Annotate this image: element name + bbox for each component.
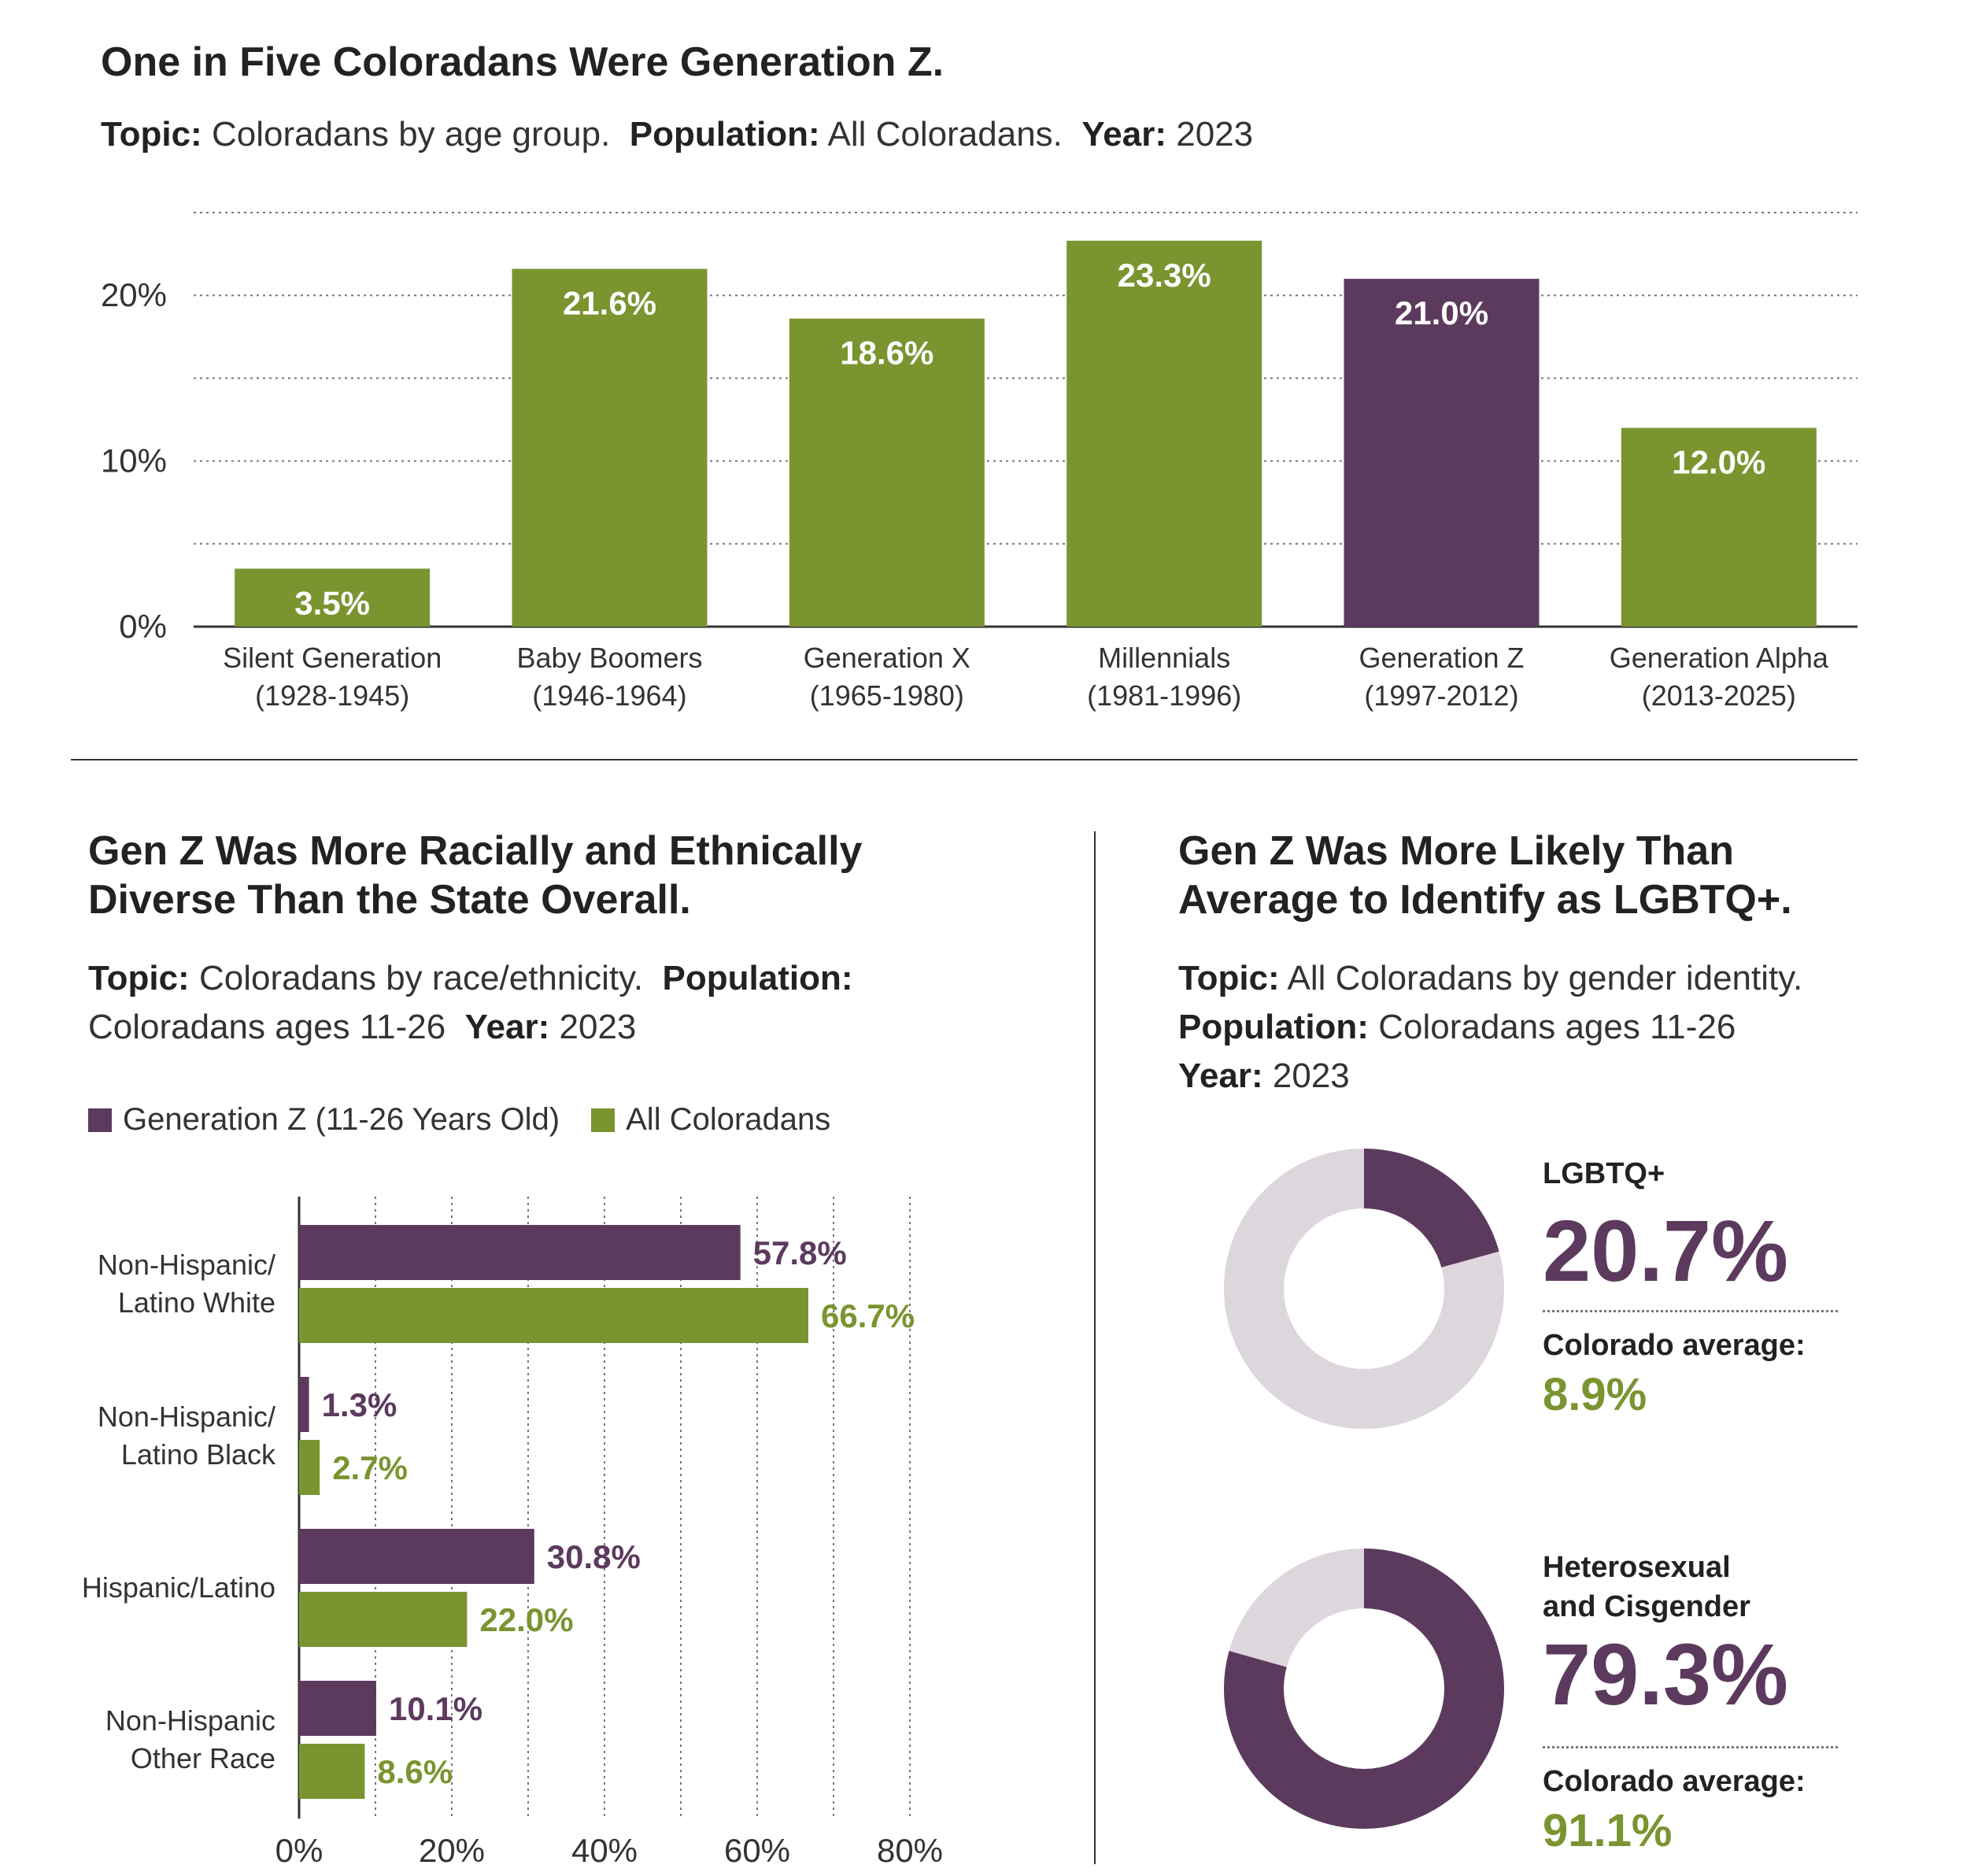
bar-value-label: 21.0% [1395,294,1488,331]
bar [235,568,431,627]
bar-value-label: 66.7% [821,1297,915,1334]
generation-bar-chart: 0% 10% 20% 3.5% Silent Generation (1928-1945)… [101,212,1858,712]
lgbtq-stat-label: LGBTQ+ [1543,1157,1665,1190]
x-tick-label: 0% [275,1832,323,1869]
hetero-stat-label-line2: and Cisgender [1543,1590,1750,1623]
category-label: Latino Black [121,1438,276,1471]
x-tick-sublabel: (1928-1945) [255,679,409,712]
hetero-stat-label-line1: Heterosexual [1543,1551,1731,1584]
bar-value-label: 30.8% [547,1538,641,1575]
bar-value-label: 8.6% [377,1753,453,1790]
top-chart-title: One in Five Coloradans Were Generation Z… [101,39,944,85]
bar [299,1592,468,1647]
bar [512,268,708,627]
bar [1066,240,1262,627]
legend-swatch-genz [88,1108,112,1132]
lgbtq-chart-title: Gen Z Was More Likely Than Average to Ide… [1178,828,1792,923]
hetero-stat-separator [1543,1746,1838,1748]
race-chart-meta: Topic: Coloradans by race/ethnicity. Pop… [88,959,853,1046]
category-label: Non-Hispanic/ [98,1249,275,1281]
x-tick-sublabel: (1965-1980) [810,679,964,712]
bar [299,1225,741,1280]
bar-value-label: 3.5% [294,584,370,621]
hetero-avg-label: Colorado average: [1543,1765,1806,1798]
lgbtq-stat-separator [1543,1310,1838,1312]
x-tick-label: 20% [419,1832,485,1869]
category-label: Other Race [131,1742,275,1774]
lgbtq-stat-value: 20.7% [1543,1203,1788,1300]
x-tick-label: 60% [724,1832,790,1869]
legend-swatch-all [591,1108,615,1132]
lgbtq-avg-label: Colorado average: [1543,1329,1806,1362]
category-label: Non-Hispanic [105,1704,275,1737]
x-tick-label: Silent Generation [223,642,442,674]
bar-value-label: 18.6% [840,335,933,372]
race-chart-legend: Generation Z (11-26 Years Old) All Color… [88,1102,830,1138]
bar [299,1440,320,1495]
x-tick-sublabel: (1997-2012) [1364,679,1518,712]
bar-value-label: 23.3% [1118,257,1211,294]
race-chart-title: Gen Z Was More Racially and Ethnically Di… [88,828,863,923]
bar [299,1288,808,1343]
x-tick-label: Generation Z [1359,642,1524,674]
category-label: Non-Hispanic/ [98,1401,275,1433]
x-tick-label: Generation X [804,642,970,674]
race-bar-chart: 0% 20% 40% 60% 80% Non-Hispanic/Latino White 5… [82,1197,943,1869]
legend-label-all: All Coloradans [626,1102,831,1137]
x-tick-label: 40% [571,1832,638,1869]
column-divider [1094,831,1096,1864]
bar [789,318,985,627]
donut-value-slice [1224,1549,1504,1829]
category-label: Hispanic/Latino [82,1571,275,1604]
bar [299,1529,534,1584]
y-tick-label: 10% [101,442,167,479]
bar [1344,279,1540,627]
bar-value-label: 10.1% [389,1690,482,1727]
bar-value-label: 1.3% [322,1386,397,1423]
lgbtq-avg-value: 8.9% [1543,1369,1647,1420]
x-tick-label: Baby Boomers [516,642,702,674]
bar-value-label: 21.6% [563,285,656,322]
bar-value-label: 2.7% [332,1449,408,1486]
x-tick-sublabel: (1946-1964) [532,679,686,712]
bar [299,1744,365,1799]
lgbtq-chart-meta: Topic: All Coloradans by gender identity… [1178,959,1803,1095]
bar-value-label: 12.0% [1672,444,1765,481]
hetero-stat-value: 79.3% [1543,1626,1788,1723]
bar [1621,427,1817,627]
top-chart-meta: Topic: Coloradans by age group. Populati… [101,115,1254,154]
legend-label-genz: Generation Z (11-26 Years Old) [123,1102,560,1137]
bar-value-label: 57.8% [753,1234,847,1271]
x-tick-label: Generation Alpha [1610,642,1829,674]
section-divider [71,759,1858,760]
x-tick-sublabel: (2013-2025) [1642,679,1796,712]
lgbtq-donut-chart [1224,1149,1504,1429]
x-tick-label: 80% [877,1832,943,1869]
lgbtq-stat-block: LGBTQ+ 20.7% [1543,1154,1920,1297]
hetero-donut-chart [1224,1549,1504,1829]
hetero-avg-value: 91.1% [1543,1805,1673,1856]
category-label: Latino White [118,1286,275,1319]
donut-value-slice [1224,1149,1504,1429]
hetero-stat-block: Heterosexual and Cisgender 79.3% [1543,1548,1920,1721]
x-tick-sublabel: (1981-1996) [1087,679,1241,712]
x-tick-label: Millennials [1098,642,1230,674]
bar-value-label: 22.0% [479,1601,573,1638]
bar [299,1681,376,1736]
y-tick-label: 20% [101,276,167,313]
y-tick-label: 0% [119,608,167,645]
bar [299,1377,309,1432]
